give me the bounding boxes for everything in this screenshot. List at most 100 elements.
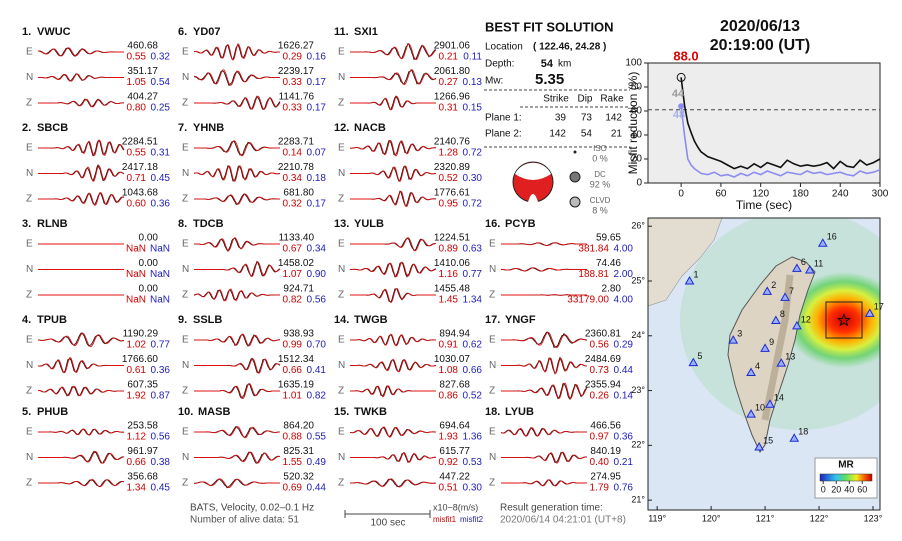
location: ( 122.46, 24.28 ) [533, 42, 606, 53]
component-label: E [182, 143, 189, 154]
misfit1: 0.99 [283, 340, 303, 351]
amplitude: 1626.27 [278, 41, 315, 52]
amplitude: 2320.89 [434, 162, 471, 173]
station-name: YHNB [193, 122, 224, 134]
series-line [680, 77, 881, 170]
component-label: Z [182, 478, 188, 489]
waveform-synthetic [193, 165, 281, 182]
plane-value: 73 [581, 113, 593, 124]
misfit2: 1.34 [463, 295, 483, 306]
misfit2: 0.32 [151, 52, 171, 63]
column-header: Rake [600, 94, 624, 105]
misfit2: 0.72 [463, 199, 483, 210]
amplitude: 1190.29 [123, 329, 159, 340]
component-label: N [338, 360, 345, 371]
amplitude: 1224.51 [434, 233, 471, 244]
component-label: N [338, 452, 345, 463]
misfit1: 0.34 [283, 173, 303, 184]
amplitude: 0.00 [139, 233, 159, 244]
misfit1: 1.02 [127, 340, 147, 351]
amplitude: 356.68 [127, 472, 158, 483]
component-label: E [489, 335, 496, 346]
component-label: E [338, 239, 345, 250]
y-tick-label: 0 [636, 178, 642, 189]
misfit1: 0.55 [127, 52, 147, 63]
waveform-synthetic [194, 383, 280, 400]
amplitude: 1030.07 [434, 354, 471, 365]
plane-value: 142 [549, 129, 566, 140]
amplitude: 607.35 [127, 380, 158, 391]
waveform-synthetic [350, 358, 437, 373]
misfit2: 0.07 [307, 148, 327, 159]
amplitude: 59.65 [596, 233, 621, 244]
waveform-synthetic [193, 288, 281, 302]
misfit2: 0.30 [463, 483, 483, 494]
column-header: Dip [577, 94, 592, 105]
plane-value: 21 [611, 129, 623, 140]
amplitude: 1512.34 [278, 354, 315, 365]
y-tick-label: 80 [631, 82, 643, 93]
station-number: 1. [22, 26, 31, 38]
component-label: E [338, 335, 345, 346]
amplitude: 2355.94 [585, 380, 622, 391]
misfit2: 0.55 [307, 432, 327, 443]
misfit1: 1.92 [127, 391, 147, 402]
amplitude: 938.93 [283, 329, 314, 340]
amplitude: 0.00 [139, 258, 159, 269]
misfit1: 0.66 [127, 457, 147, 468]
waveform-synthetic [194, 95, 281, 110]
misfit2: 0.21 [614, 457, 634, 468]
map-y-tick-label: 23° [631, 385, 645, 395]
component-label: E [182, 427, 189, 438]
misfit1: 0.27 [439, 77, 459, 88]
amplitude: 520.32 [283, 472, 314, 483]
station-name: TPUB [37, 314, 67, 326]
component-label: Z [26, 478, 32, 489]
misfit1-legend: misfit1 [433, 515, 457, 524]
amplitude: 840.19 [590, 446, 621, 457]
misfit1: NaN [126, 269, 146, 280]
station-label: 6 [801, 257, 806, 267]
misfit1: 0.52 [439, 173, 459, 184]
misfit1: 1.93 [439, 432, 459, 443]
amplitude: 1458.02 [278, 258, 315, 269]
station-label: 15 [763, 435, 773, 445]
waveform-synthetic [38, 139, 125, 157]
misfit1: 0.29 [283, 52, 303, 63]
x-axis-label: Time (sec) [736, 198, 792, 212]
misfit1: 1.55 [283, 457, 303, 468]
misfit2: 0.56 [151, 432, 171, 443]
component-label: E [182, 335, 189, 346]
component-label: E [182, 47, 189, 58]
map-x-tick-label: 121° [756, 513, 775, 523]
y-tick-label: 20 [631, 154, 643, 165]
misfit2: 0.17 [307, 77, 327, 88]
plane-label: Plane 1: [485, 113, 522, 124]
station-number: 2. [22, 122, 31, 134]
component-label: N [489, 360, 496, 371]
misfit1: 0.89 [439, 244, 459, 255]
waveform-synthetic [38, 73, 124, 82]
amplitude: 274.95 [590, 472, 621, 483]
waveform-synthetic [38, 428, 124, 436]
annotation: 88.0 [673, 48, 698, 63]
misfit1: 0.73 [590, 365, 610, 376]
station-marker [817, 238, 828, 247]
station-name: MASB [198, 406, 230, 418]
station-marker [688, 357, 699, 367]
station-name: RLNB [37, 218, 68, 230]
station-marker [746, 367, 756, 376]
waveform-synthetic [350, 385, 436, 398]
misfit1: 0.33 [283, 77, 303, 88]
station-name: PHUB [37, 406, 68, 418]
map-y-tick-label: 22° [631, 440, 645, 450]
station-marker [864, 308, 875, 317]
misfit2: 0.62 [463, 340, 483, 351]
component-label: Z [26, 386, 32, 397]
misfit1: 1.34 [127, 483, 147, 494]
misfit2: 0.63 [463, 244, 483, 255]
component-label: Z [26, 98, 32, 109]
misfit2: 0.17 [307, 103, 327, 114]
component-label: E [489, 239, 496, 250]
